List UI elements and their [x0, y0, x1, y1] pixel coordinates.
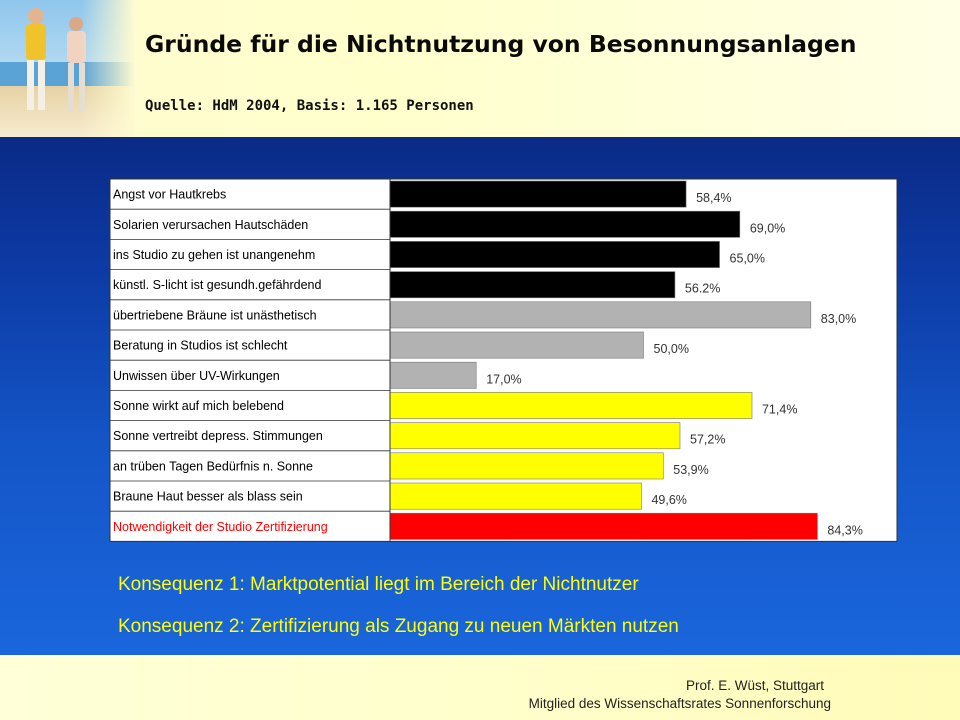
footer-band: Prof. E. Wüst, Stuttgart Mitglied des Wi…: [0, 655, 960, 720]
category-label: Sonne vertreibt depress. Stimmungen: [113, 429, 323, 443]
beach-couple-photo: [0, 0, 135, 137]
main-panel: Angst vor Hautkrebs 58,4% Solarien verursa…: [0, 137, 960, 655]
value-label: 69,0%: [750, 221, 785, 235]
value-label: 71,4%: [762, 403, 797, 417]
value-label: 50,0%: [654, 342, 689, 356]
category-label: Unwissen über UV-Wirkungen: [113, 369, 280, 383]
category-label: ins Studio zu gehen ist unangenehm: [113, 248, 315, 262]
category-label: Beratung in Studios ist schlecht: [113, 339, 288, 353]
bar-chart: Angst vor Hautkrebs 58,4% Solarien verursa…: [0, 137, 960, 562]
category-label: Sonne wirkt auf mich belebend: [113, 399, 284, 413]
category-label: Notwendigkeit der Studio Zertifizierung: [113, 520, 328, 534]
bar: [389, 361, 477, 389]
value-label: 49,6%: [651, 493, 686, 507]
bar: [389, 180, 687, 208]
bar: [389, 241, 720, 268]
author-credit: Prof. E. Wüst, Stuttgart: [685, 678, 824, 693]
value-label: 57,2%: [690, 433, 725, 447]
author-affiliation: Mitglied des Wissenschaftsrates Sonnenfo…: [528, 696, 831, 711]
value-label: 53,9%: [673, 463, 708, 477]
value-label: 65,0%: [730, 252, 765, 266]
category-label: künstl. S-licht ist gesundh.gefährdend: [113, 278, 322, 292]
bar: [389, 452, 664, 480]
source-subtitle: Quelle: HdM 2004, Basis: 1.165 Personen: [145, 98, 474, 114]
bar: [389, 512, 818, 540]
bar: [389, 392, 753, 419]
page-title: Gründe für die Nichtnutzung von Besonnun…: [145, 30, 857, 58]
bar: [389, 482, 642, 510]
consequence-1: Konsequenz 1: Marktpotential liegt im Be…: [118, 574, 639, 595]
value-label: 84,3%: [827, 523, 862, 537]
plot-border: [109, 178, 898, 542]
bar: [389, 331, 644, 359]
bar: [389, 271, 676, 299]
value-label: 83,0%: [821, 312, 856, 326]
consequence-2: Konsequenz 2: Zertifizierung als Zugang …: [118, 616, 679, 637]
bar: [389, 301, 812, 329]
value-label: 58,4%: [696, 191, 731, 205]
category-label: an trüben Tagen Bedürfnis n. Sonne: [113, 459, 313, 473]
bar: [389, 210, 741, 238]
header-band: Gründe für die Nichtnutzung von Besonnun…: [0, 0, 960, 137]
value-label: 56.2%: [685, 282, 720, 296]
category-label: Solarien verursachen Hautschäden: [113, 218, 308, 232]
category-label: übertriebene Bräune ist unästhetisch: [113, 308, 317, 322]
bar: [389, 422, 681, 450]
category-label: Angst vor Hautkrebs: [113, 188, 226, 202]
bar-chart-svg: Angst vor Hautkrebs 58,4% Solarien verursa…: [109, 178, 898, 542]
value-label: 17,0%: [486, 372, 521, 386]
category-label: Braune Haut besser als blass sein: [113, 490, 303, 504]
